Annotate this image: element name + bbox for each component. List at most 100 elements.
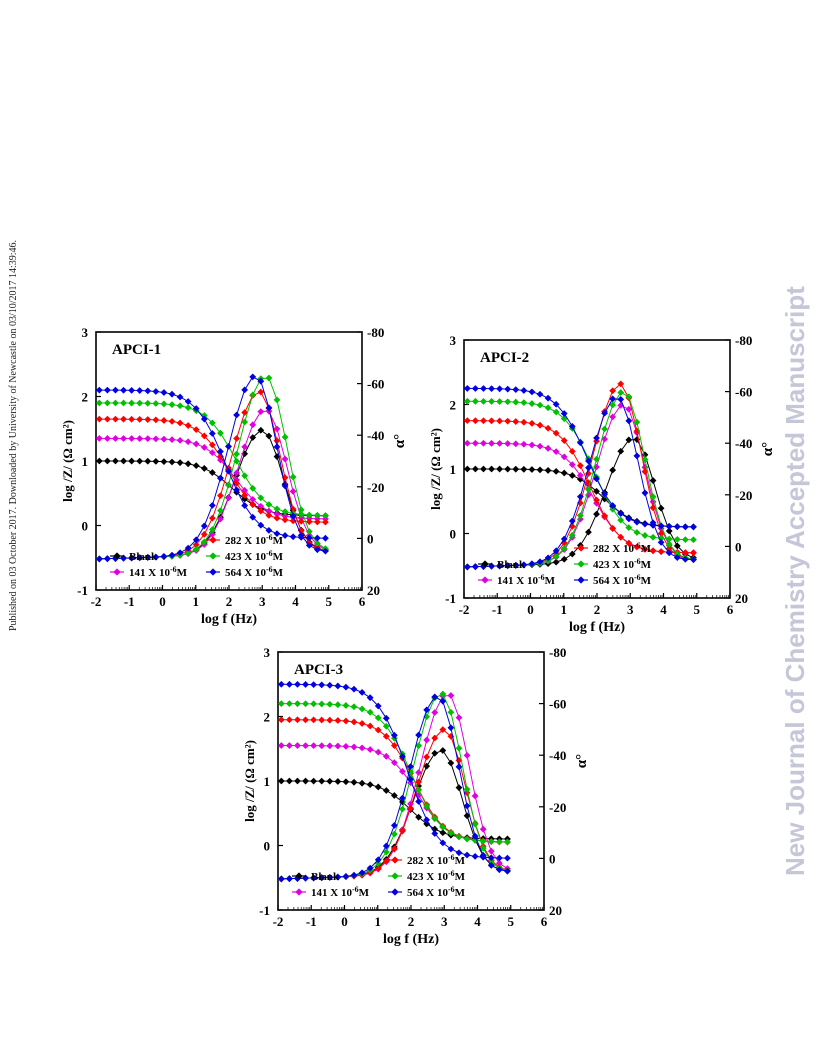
impedance-series-marker: [366, 746, 374, 753]
phase-series-marker: [471, 832, 479, 840]
impedance-series-marker: [322, 518, 329, 526]
impedance-series-marker: [560, 410, 568, 417]
impedance-series-marker: [112, 415, 119, 423]
impedance-series-marker: [281, 512, 289, 520]
impedance-series-marker: [144, 399, 152, 407]
impedance-series-marker: [152, 457, 160, 465]
impedance-series-marker: [96, 435, 103, 442]
impedance-series-marker: [136, 415, 144, 423]
impedance-series-marker: [504, 417, 512, 425]
phase-series-marker: [273, 396, 281, 404]
impedance-series-marker: [560, 469, 568, 477]
y-right-tick-label: 0: [735, 539, 742, 554]
impedance-series-marker: [560, 453, 568, 461]
impedance-series-marker: [120, 435, 127, 442]
impedance-series-marker: [496, 385, 504, 393]
phase-series-marker: [601, 425, 608, 433]
impedance-series-marker: [350, 703, 358, 711]
legend-label: 141 X 10-6M: [497, 573, 556, 587]
phase-series-marker: [208, 502, 216, 509]
impedance-series-marker: [112, 399, 119, 407]
phase-series-marker: [96, 555, 103, 563]
impedance-series-marker: [472, 385, 479, 392]
phase-series-marker: [641, 489, 649, 497]
y-right-tick-label: 20: [735, 591, 748, 606]
x-tick-label: 2: [594, 602, 601, 617]
impedance-series-marker: [374, 783, 382, 791]
legend-marker: [209, 568, 217, 576]
impedance-series-marker: [208, 469, 216, 476]
y-left-tick-label: 0: [450, 527, 457, 542]
impedance-series-marker: [358, 705, 366, 713]
impedance-series-marker: [334, 701, 342, 709]
legend-label: 141 X 10-6M: [129, 565, 188, 579]
phase-series-marker: [447, 759, 455, 767]
impedance-series-marker: [673, 523, 681, 531]
phase-series-marker: [313, 546, 321, 554]
phase-series-marker: [289, 473, 297, 481]
phase-series-marker: [281, 455, 289, 463]
impedance-series-marker: [504, 854, 511, 862]
y-left-axis-label: log /Z/ (Ω cm²): [428, 428, 443, 510]
impedance-series-marker: [208, 430, 216, 437]
impedance-series-marker: [487, 854, 495, 862]
legend-marker: [391, 888, 399, 896]
impedance-series-marker: [128, 399, 136, 407]
phase-series-marker: [249, 391, 257, 399]
phase-series-marker: [407, 804, 414, 812]
phase-series-marker: [681, 555, 689, 563]
impedance-series-marker: [278, 742, 285, 749]
legend-marker: [209, 552, 217, 560]
impedance-series-marker: [488, 398, 495, 405]
x-tick-label: -2: [273, 914, 284, 929]
legend-marker: [577, 576, 585, 584]
impedance-series-marker: [241, 502, 249, 509]
legend-label: Blank: [129, 551, 158, 563]
impedance-series-marker: [472, 439, 479, 447]
impedance-series-marker: [415, 813, 422, 821]
legend-marker: [577, 560, 585, 568]
y-right-tick-label: -60: [735, 385, 752, 400]
impedance-series-marker: [528, 441, 536, 449]
impedance-series-marker: [200, 465, 208, 472]
impedance-series-marker: [200, 415, 208, 423]
impedance-series-marker: [496, 465, 504, 473]
impedance-series-marker: [128, 386, 136, 394]
impedance-series-marker: [326, 777, 334, 785]
x-tick-label: -1: [124, 594, 135, 609]
y-left-tick-label: 3: [264, 645, 271, 660]
impedance-series-marker: [512, 418, 520, 425]
impedance-series-marker: [249, 501, 257, 508]
phase-series-marker: [281, 433, 289, 441]
impedance-series-marker: [520, 440, 528, 448]
phase-series-marker: [265, 404, 273, 412]
impedance-series-marker: [480, 465, 487, 473]
phase-series-marker: [192, 541, 200, 549]
impedance-series-marker: [176, 459, 184, 467]
impedance-series-marker: [390, 792, 398, 799]
impedance-series-marker: [104, 435, 111, 442]
impedance-series-marker: [472, 417, 479, 425]
phase-series-marker: [313, 539, 321, 547]
y-left-tick-label: 3: [82, 325, 89, 340]
impedance-series-marker: [281, 532, 289, 539]
y-right-axis-label: α°: [574, 754, 590, 768]
impedance-series-marker: [286, 680, 293, 688]
impedance-series-marker: [464, 417, 471, 425]
phase-series-marker: [495, 866, 503, 874]
phase-series-marker: [455, 784, 463, 792]
x-tick-label: 0: [341, 914, 348, 929]
legend-label: Blank: [497, 559, 526, 571]
impedance-series-marker: [286, 700, 293, 708]
impedance-series-marker: [310, 777, 318, 785]
impedance-series-marker: [544, 404, 552, 412]
impedance-series-marker: [552, 468, 560, 475]
phase-series-marker: [104, 555, 111, 563]
impedance-series-marker: [536, 401, 544, 409]
impedance-series-marker: [464, 439, 471, 447]
impedance-series-marker: [334, 717, 342, 724]
impedance-series-marker: [294, 742, 301, 749]
phase-series-marker: [617, 447, 625, 455]
impedance-series-marker: [471, 836, 479, 844]
